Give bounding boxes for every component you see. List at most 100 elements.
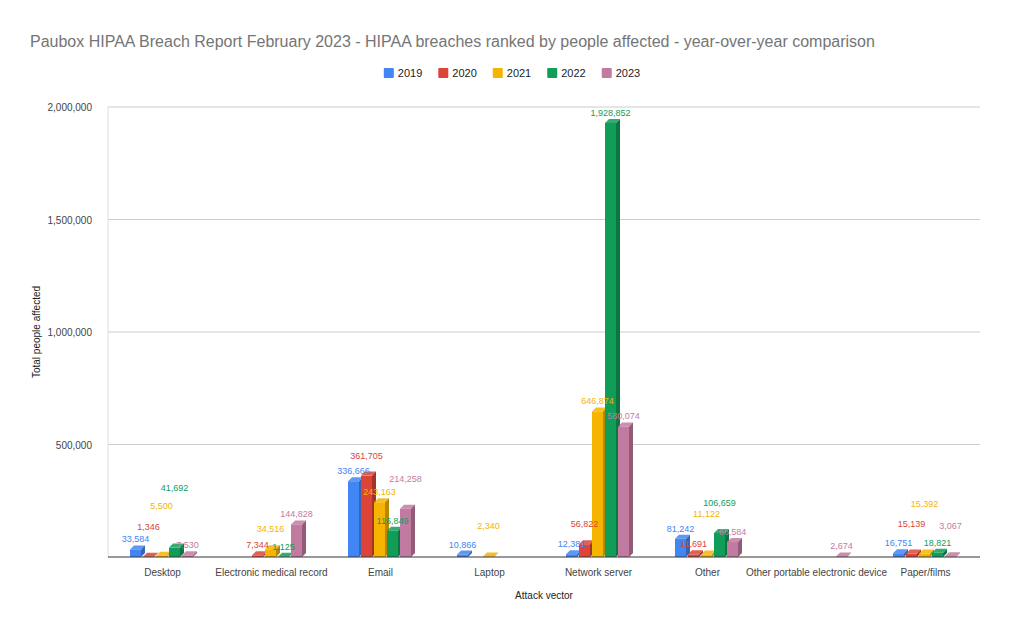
bar-group [893,549,908,557]
bar-side [956,552,960,557]
data-label: 646,874 [581,396,614,406]
bar-side [302,520,306,557]
grid-line [108,444,980,445]
bar [374,502,385,557]
bar-group [566,550,581,557]
bar-group [143,553,158,557]
legend-label: 2022 [561,67,585,79]
bar-group [252,551,267,557]
bar [130,549,141,557]
bar-side [738,538,742,557]
bar-group [592,407,607,557]
bar-group [483,552,498,557]
data-label: 11,122 [693,509,720,519]
data-label: 66,584 [719,527,747,537]
x-axis-title: Attack vector [515,590,573,601]
data-label: 15,139 [898,519,926,529]
background [0,0,1024,633]
legend-swatch [384,68,394,78]
bar-side [141,545,145,557]
bar-group [182,551,197,557]
bar [618,426,629,557]
legend-item: 2021 [493,67,531,79]
data-label: 10,866 [449,540,477,550]
data-label: 2,340 [477,521,500,531]
bar-group [605,119,620,557]
y-axis-line [108,107,109,557]
category-label: Network server [565,567,633,578]
category-label: Other portable electronic device [746,567,888,578]
data-label: 106,659 [703,498,736,508]
legend-label: 2019 [398,67,422,79]
bar [387,531,398,557]
bar-group [836,552,851,557]
bar-group [688,550,703,557]
legend-item: 2023 [602,67,640,79]
bar [893,553,904,557]
bar-group [348,477,363,557]
bar-side [494,552,498,557]
legend-label: 2023 [616,67,640,79]
data-label: 34,516 [257,524,285,534]
grid-line [108,219,980,220]
data-label: 361,705 [350,451,383,461]
data-label: 15,392 [911,499,939,509]
tick-label: 1,500,000 [48,215,93,226]
tick-label: 2,000,000 [48,102,93,113]
bar-group [727,538,742,557]
bar [906,554,917,557]
data-label: 3,067 [939,521,962,531]
bar [727,542,738,557]
bar-group [618,422,633,557]
data-label: 243,163 [363,487,396,497]
legend-item: 2020 [438,67,476,79]
bar-group [374,498,389,557]
bars [130,119,960,557]
data-label: 336,666 [337,466,370,476]
bar-side [629,422,633,557]
bar [605,123,616,557]
bar-side [468,551,472,557]
data-label: 12,381 [558,539,586,549]
data-label: 144,828 [280,509,313,519]
bar-group [387,527,402,557]
data-label: 1,125 [272,542,295,552]
grid-line [108,332,980,333]
data-label: 11,691 [680,539,707,549]
bar-top [483,552,498,556]
tick-label: 500,000 [56,440,93,451]
category-label: Paper/films [900,567,950,578]
title: Paubox HIPAA Breach Report February 2023… [30,33,875,50]
bar-group [701,550,716,557]
data-label: 41,692 [161,483,189,493]
bar-group [130,545,145,557]
bar-side [193,551,197,557]
category-label: Other [695,567,721,578]
data-label: 116,849 [377,516,409,526]
category-label: Email [368,567,393,578]
bar-group [919,550,934,557]
y-axis-title: Total people affected [31,286,42,378]
bar [348,481,359,557]
data-label: 2,674 [830,541,853,551]
chart: Paubox HIPAA Breach Report February 2023… [0,0,1024,633]
legend-item: 2019 [384,67,422,79]
data-label: 7,530 [176,540,199,550]
bar-side [411,505,415,557]
bar-group [906,550,921,557]
legend: 2019 2020 2021 2022 2023 [384,67,640,79]
legend-label: 2020 [452,67,476,79]
grid-line [108,107,980,108]
grid [108,107,980,445]
data-label: 18,821 [924,538,952,548]
bar [919,554,930,557]
legend-item: 2022 [547,67,585,79]
bar-group [361,472,376,557]
legend-swatch [547,68,557,78]
bar-side [847,552,851,557]
data-label: 214,258 [389,474,422,484]
legend-swatch [602,68,612,78]
bar-group [278,553,293,557]
bar [291,524,302,557]
data-label: 1,346 [137,522,160,532]
